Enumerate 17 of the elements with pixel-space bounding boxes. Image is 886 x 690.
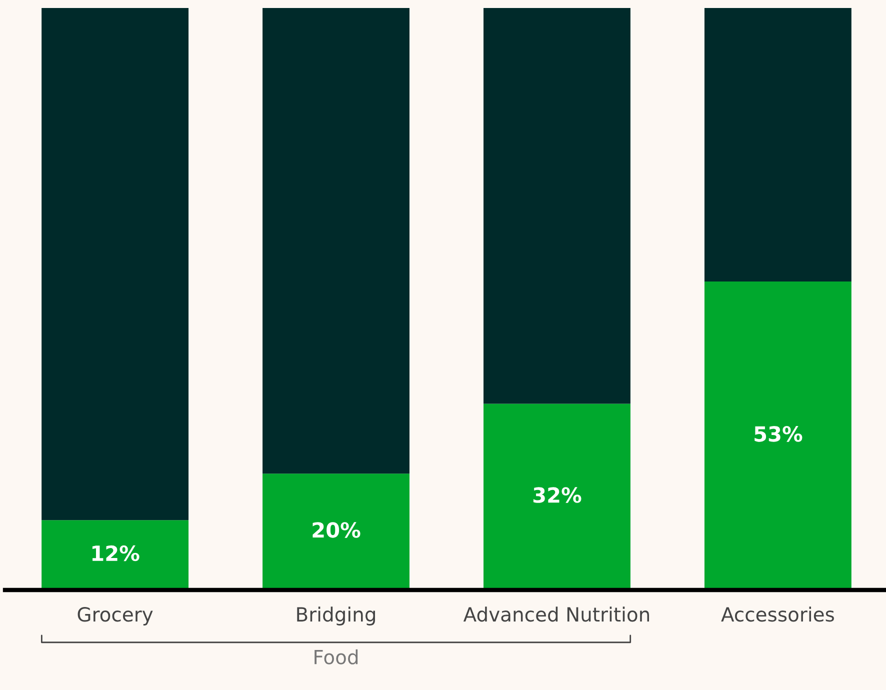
bar [704,282,852,590]
data-label: 53% [754,426,802,442]
text: Food [314,649,358,664]
bar [262,8,410,474]
bar [484,8,630,404]
data-label: 32% [533,487,582,503]
bar [484,404,630,590]
bar [262,474,410,590]
x-tick-label: Accessories [721,606,834,622]
bar [704,8,852,282]
data-label: 12% [92,545,140,562]
x-tick-label: Grocery [78,607,153,626]
x-tick-label: Bridging [297,606,375,626]
bar [42,8,189,520]
bar [42,520,189,590]
data-label: 20% [312,522,360,538]
x-tick-label: Advanced Nutrition [463,606,650,622]
